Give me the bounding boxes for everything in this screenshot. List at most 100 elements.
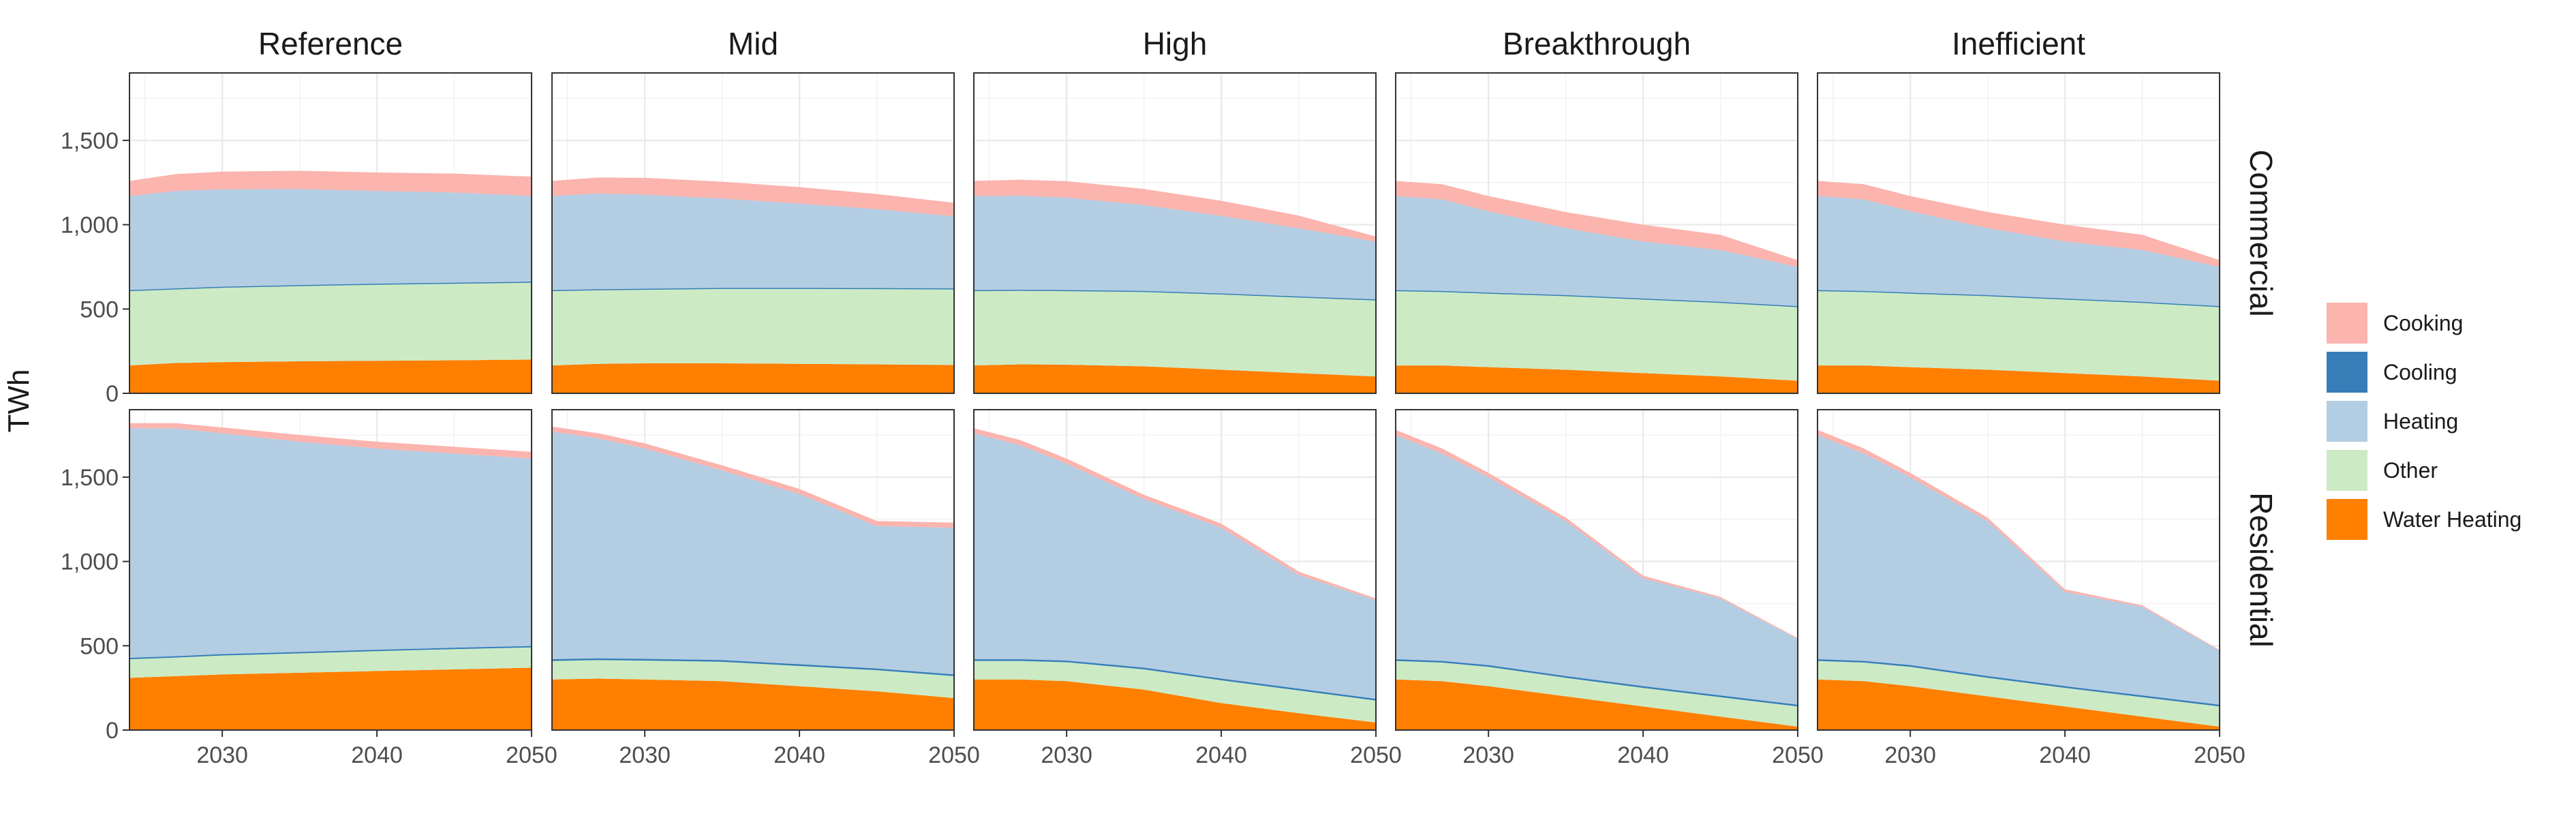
legend-label-cooking: Cooking xyxy=(2383,311,2463,335)
area-other xyxy=(1818,290,2220,381)
area-heating xyxy=(552,193,954,290)
panel-border xyxy=(551,72,955,394)
panel-commercial-breakthrough xyxy=(1395,72,1799,395)
y-tick-label: 0 xyxy=(106,381,119,407)
panel-residential-mid xyxy=(551,409,955,731)
x-tick-label: 2040 xyxy=(1617,742,1669,768)
area-water-heating xyxy=(552,678,954,730)
x-tick-label: 2050 xyxy=(2194,742,2245,768)
area-heating xyxy=(1818,435,2220,705)
panels-layer xyxy=(129,72,2221,731)
facet-title-reference: Reference xyxy=(258,26,403,61)
panel-areas xyxy=(1818,429,2220,730)
facet-row-title-commercial: Commercial xyxy=(2243,149,2279,316)
panel-border xyxy=(1395,409,1798,731)
legend-label-other: Other xyxy=(2383,458,2438,483)
area-other xyxy=(974,661,1376,723)
legend-key-other xyxy=(2325,449,2369,492)
area-water-heating xyxy=(974,364,1376,393)
panel-areas xyxy=(129,170,532,393)
area-heating xyxy=(552,431,954,675)
area-other xyxy=(552,288,954,366)
panel-border xyxy=(551,409,955,731)
panel-areas xyxy=(974,428,1376,730)
x-tick-label: 2030 xyxy=(196,742,248,768)
area-water-heating xyxy=(552,363,954,393)
area-water-heating xyxy=(129,359,532,393)
legend-key-water-heating xyxy=(2325,498,2369,541)
x-tick-label: 2030 xyxy=(1462,742,1514,768)
facet-title-breakthrough: Breakthrough xyxy=(1503,26,1691,61)
area-cooking xyxy=(1396,181,1798,267)
legend-key-cooling xyxy=(2325,350,2369,394)
area-cooking xyxy=(1396,429,1798,639)
x-tick-label: 2030 xyxy=(1884,742,1936,768)
panel-commercial-reference xyxy=(129,72,533,395)
panel-areas xyxy=(1396,429,1798,730)
x-tick-label: 2030 xyxy=(1041,742,1092,768)
panel-border xyxy=(973,72,1377,394)
x-tick-label: 2030 xyxy=(619,742,671,768)
area-other xyxy=(129,282,532,366)
area-other xyxy=(552,660,954,698)
y-tick-label: 1,000 xyxy=(61,549,119,575)
panel-border xyxy=(1817,409,2220,731)
area-cooking xyxy=(1818,181,2220,267)
panel-areas xyxy=(974,179,1376,393)
area-water-heating xyxy=(1818,679,2220,730)
legend-label-water-heating: Water Heating xyxy=(2383,507,2521,532)
area-water-heating xyxy=(974,679,1376,730)
axes-layer: Reference Mid High Breakthrough Inefficient C… xyxy=(61,26,2279,768)
area-heating xyxy=(129,428,532,658)
panel-commercial-mid xyxy=(551,72,955,395)
area-other xyxy=(974,290,1376,377)
panel-residential-reference xyxy=(129,409,533,731)
area-cooking xyxy=(129,423,532,459)
panel-commercial-inefficient xyxy=(1817,72,2221,395)
y-tick-label: 500 xyxy=(80,633,119,659)
area-water-heating xyxy=(1396,365,1798,393)
facet-title-inefficient: Inefficient xyxy=(1952,26,2085,61)
panel-areas xyxy=(552,426,954,730)
area-other xyxy=(129,647,532,678)
x-tick-label: 2040 xyxy=(1195,742,1247,768)
area-cooking xyxy=(552,177,954,217)
area-heating xyxy=(129,189,532,290)
area-other xyxy=(1818,661,2220,727)
legend-key-heating xyxy=(2325,399,2369,443)
facet-title-mid: Mid xyxy=(728,26,778,61)
area-heating xyxy=(974,196,1376,300)
y-tick-label: 1,000 xyxy=(61,213,119,239)
panel-border xyxy=(129,409,532,731)
x-tick-label: 2050 xyxy=(506,742,557,768)
panel-residential-breakthrough xyxy=(1395,409,1799,731)
x-tick-label: 2040 xyxy=(2039,742,2091,768)
x-tick-label: 2040 xyxy=(351,742,403,768)
y-tick-label: 1,500 xyxy=(61,465,119,491)
panel-areas xyxy=(1396,181,1798,393)
legend-label-cooling: Cooling xyxy=(2383,360,2457,384)
legend-label-heating: Heating xyxy=(2383,409,2458,434)
y-tick-label: 0 xyxy=(106,718,119,744)
area-other xyxy=(1396,290,1798,381)
area-water-heating xyxy=(1818,365,2220,393)
area-heating xyxy=(974,433,1376,699)
y-axis-title: TWh xyxy=(2,369,35,433)
panel-border xyxy=(129,72,532,394)
facet-row-title-residential: Residential xyxy=(2243,492,2279,648)
panel-border xyxy=(1395,72,1798,394)
panel-commercial-high xyxy=(973,72,1377,395)
area-other xyxy=(1396,661,1798,727)
x-tick-label: 2050 xyxy=(1350,742,1402,768)
legend-key-cooking xyxy=(2325,301,2369,345)
x-tick-label: 2050 xyxy=(1772,742,1824,768)
area-water-heating xyxy=(1396,679,1798,730)
y-tick-label: 1,500 xyxy=(61,128,119,154)
area-heating xyxy=(1818,196,2220,307)
panel-border xyxy=(973,409,1377,731)
area-heating xyxy=(1396,435,1798,705)
panel-border xyxy=(1817,72,2220,394)
x-tick-label: 2050 xyxy=(928,742,980,768)
x-tick-label: 2040 xyxy=(773,742,825,768)
